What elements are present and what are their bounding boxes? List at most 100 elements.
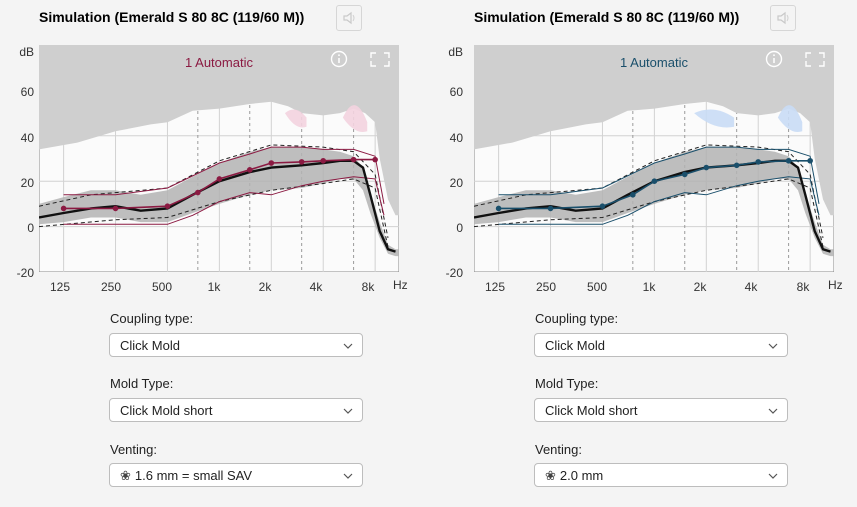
target-upper-dashed-line bbox=[39, 144, 389, 238]
venting-value: 2.0 mm bbox=[559, 468, 604, 483]
venting-select[interactable]: ❀ 2.0 mm bbox=[534, 463, 788, 487]
x-tick-label: 125 bbox=[484, 280, 506, 294]
y-tick-label: 60 bbox=[449, 85, 463, 99]
venting-label: Venting: bbox=[110, 442, 157, 457]
data-point bbox=[216, 176, 223, 182]
feedback-risk-band bbox=[342, 105, 368, 133]
chart-svg: 1 Automatic bbox=[474, 45, 834, 272]
data-point bbox=[195, 189, 201, 196]
x-tick-label: 4k bbox=[309, 280, 323, 294]
x-tick-label: 2k bbox=[693, 280, 707, 294]
coupling-type-select[interactable]: Click Mold bbox=[109, 333, 363, 357]
venting-select[interactable]: ❀ 1.6 mm = small SAV bbox=[109, 463, 363, 487]
data-point bbox=[495, 205, 502, 212]
chevron-down-icon bbox=[343, 408, 353, 414]
x-tick-label: 500 bbox=[586, 280, 608, 294]
coupling-type-label: Coupling type: bbox=[535, 311, 619, 326]
x-tick-label: 500 bbox=[151, 280, 173, 294]
mold-type-label: Mold Type: bbox=[110, 376, 174, 391]
y-unit-label: dB bbox=[19, 45, 34, 59]
data-point bbox=[807, 157, 813, 164]
program-mode-label: 1 Automatic bbox=[185, 55, 253, 70]
y-tick-label: 60 bbox=[20, 85, 34, 99]
mold-type-select[interactable]: Click Mold short bbox=[534, 398, 788, 422]
chart-svg: 1 Automatic bbox=[39, 45, 399, 272]
chevron-down-icon bbox=[343, 343, 353, 349]
panel-title: Simulation (Emerald S 80 8C (119/60 M)) bbox=[474, 9, 740, 25]
expand-icon[interactable] bbox=[805, 52, 825, 67]
simulation-panel-left: Simulation (Emerald S 80 8C (119/60 M)) … bbox=[0, 0, 428, 507]
feedback-limit-area bbox=[39, 45, 399, 216]
data-point bbox=[630, 192, 636, 198]
coupling-type-label: Coupling type: bbox=[110, 311, 194, 326]
data-point bbox=[599, 203, 606, 209]
speaker-muted-icon bbox=[343, 11, 355, 25]
data-point bbox=[372, 156, 378, 163]
x-tick-label: 1k bbox=[642, 280, 656, 294]
mold-type-select[interactable]: Click Mold short bbox=[109, 398, 363, 422]
gain-upper-limit-line bbox=[498, 146, 820, 204]
data-point bbox=[547, 205, 554, 212]
feedback-risk-band bbox=[284, 109, 307, 128]
data-point bbox=[651, 178, 658, 184]
chevron-down-icon bbox=[768, 473, 778, 479]
data-point bbox=[681, 171, 688, 178]
mute-button[interactable] bbox=[336, 5, 362, 31]
data-point bbox=[60, 205, 67, 212]
gain-upper-limit-line bbox=[63, 146, 385, 204]
venting-label: Venting: bbox=[535, 442, 582, 457]
coupling-type-select[interactable]: Click Mold bbox=[534, 333, 788, 357]
data-point bbox=[268, 160, 275, 166]
coupling-type-value: Click Mold bbox=[120, 338, 180, 353]
feedback-risk-band bbox=[694, 109, 735, 128]
mold-type-value: Click Mold short bbox=[120, 403, 213, 418]
coupling-type-value: Click Mold bbox=[545, 338, 605, 353]
info-icon[interactable] bbox=[330, 50, 348, 68]
info-icon[interactable] bbox=[765, 50, 783, 68]
data-point bbox=[164, 203, 171, 209]
chevron-down-icon bbox=[768, 343, 778, 349]
panel-title: Simulation (Emerald S 80 8C (119/60 M)) bbox=[39, 9, 305, 25]
chevron-down-icon bbox=[343, 473, 353, 479]
y-tick-label: 40 bbox=[20, 131, 34, 145]
data-point bbox=[785, 157, 792, 164]
simulation-panel-right: Simulation (Emerald S 80 8C (119/60 M)) … bbox=[429, 0, 857, 507]
data-point bbox=[112, 205, 119, 212]
gain-lower-limit-line bbox=[63, 176, 385, 225]
data-point bbox=[298, 159, 305, 165]
x-tick-label: 8k bbox=[796, 280, 810, 294]
data-point bbox=[733, 162, 740, 169]
data-point bbox=[755, 159, 762, 165]
x-unit-label: Hz bbox=[828, 278, 843, 292]
y-tick-label: -20 bbox=[16, 266, 34, 280]
target-upper-dashed-line bbox=[474, 144, 824, 238]
y-tick-label: 40 bbox=[449, 131, 463, 145]
mold-type-label: Mold Type: bbox=[535, 376, 599, 391]
y-tick-label: 0 bbox=[27, 221, 34, 235]
y-tick-label: 20 bbox=[449, 176, 463, 190]
data-point bbox=[246, 167, 253, 173]
target-lower-dashed-line bbox=[474, 178, 824, 248]
fan-icon: ❀ bbox=[545, 468, 556, 483]
program-mode-label: 1 Automatic bbox=[620, 55, 688, 70]
feedback-risk-band bbox=[777, 105, 803, 133]
frequency-response-chart[interactable]: 1 Automatic bbox=[39, 45, 399, 272]
data-point bbox=[320, 157, 327, 164]
x-tick-label: 2k bbox=[258, 280, 272, 294]
mute-button[interactable] bbox=[770, 5, 796, 31]
expand-icon[interactable] bbox=[370, 52, 390, 67]
frequency-response-chart[interactable]: 1 Automatic bbox=[474, 45, 834, 272]
data-point bbox=[350, 156, 357, 163]
chevron-down-icon bbox=[768, 408, 778, 414]
x-tick-label: 8k bbox=[361, 280, 375, 294]
target-lower-dashed-line bbox=[39, 178, 389, 248]
x-tick-label: 1k bbox=[207, 280, 221, 294]
fan-icon: ❀ bbox=[120, 468, 131, 483]
y-unit-label: dB bbox=[448, 45, 463, 59]
x-tick-label: 4k bbox=[744, 280, 758, 294]
x-tick-label: 250 bbox=[100, 280, 122, 294]
y-tick-label: 20 bbox=[20, 176, 34, 190]
y-tick-label: -20 bbox=[445, 266, 463, 280]
feedback-limit-area bbox=[474, 45, 834, 216]
y-tick-label: 0 bbox=[456, 221, 463, 235]
